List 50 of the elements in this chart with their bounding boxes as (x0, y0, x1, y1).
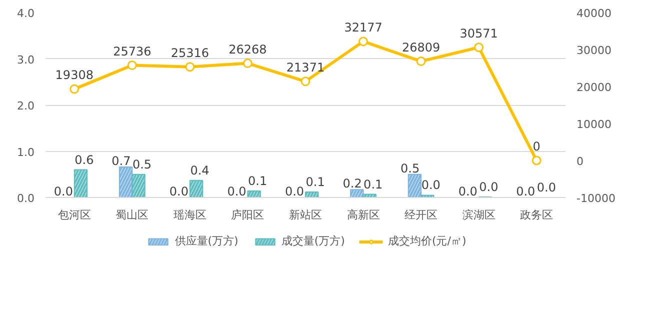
legend-label: 供应量(万方) (174, 234, 238, 248)
legend-label: 成交均价(元/㎡) (388, 234, 466, 248)
data-label: 0.0 (479, 180, 498, 194)
data-label: 0.4 (190, 163, 210, 178)
y2-tick-label: 40000 (576, 7, 612, 20)
data-label: 25316 (170, 46, 210, 60)
x-tick-label: 经开区 (404, 208, 438, 222)
data-label: 0.5 (400, 161, 420, 176)
x-tick-label: 包河区 (58, 208, 91, 222)
data-label: 0.0 (458, 184, 478, 198)
data-label: 26809 (402, 40, 440, 54)
y-tick-label: 3.0 (17, 53, 35, 66)
data-label: 0.0 (169, 184, 189, 198)
y2-tick-label: -10000 (576, 192, 616, 205)
data-label: 0.1 (306, 174, 325, 189)
data-label: 0.1 (248, 174, 268, 188)
y2-tick-label: 20000 (576, 81, 612, 94)
data-label: 0.5 (132, 157, 152, 172)
x-tick-label: 滨湖区 (462, 208, 496, 222)
legend-label: 成交量(万方) (281, 234, 345, 248)
data-label: 21371 (286, 60, 325, 74)
y-tick-label: 1.0 (17, 146, 35, 159)
x-tick-label: 瑶海区 (173, 208, 206, 222)
x-tick-label: 新站区 (289, 208, 322, 222)
data-label: 0.1 (364, 177, 383, 192)
data-label: 32177 (344, 20, 382, 34)
y-tick-label: 0.0 (17, 192, 35, 205)
x-tick-label: 高新区 (346, 208, 380, 222)
y2-tick-label: 30000 (576, 44, 612, 57)
data-label: 19308 (55, 68, 94, 82)
x-tick-label: 庐阳区 (231, 208, 264, 222)
y-tick-label: 4.0 (17, 7, 35, 20)
data-label: 26268 (228, 42, 267, 56)
y-tick-label: 2.0 (17, 100, 35, 112)
data-label: 25736 (113, 44, 152, 58)
data-label: 0.0 (54, 184, 73, 198)
data-label: 0.7 (112, 154, 131, 168)
data-label: 30571 (460, 26, 498, 40)
data-label: 0.6 (74, 152, 94, 167)
data-label: 0.0 (421, 178, 440, 192)
x-tick-label: 政务区 (520, 208, 554, 222)
y2-tick-label: 0 (576, 155, 584, 168)
data-label: 0.0 (516, 184, 536, 198)
data-label: 0.2 (342, 176, 362, 191)
x-tick-label: 蜀山区 (116, 208, 149, 222)
data-label: 0.0 (284, 184, 304, 198)
data-label: 0 (532, 140, 540, 154)
y2-tick-label: 10000 (576, 118, 612, 131)
data-label: 0.0 (227, 184, 246, 198)
data-label: 0.0 (536, 180, 556, 194)
